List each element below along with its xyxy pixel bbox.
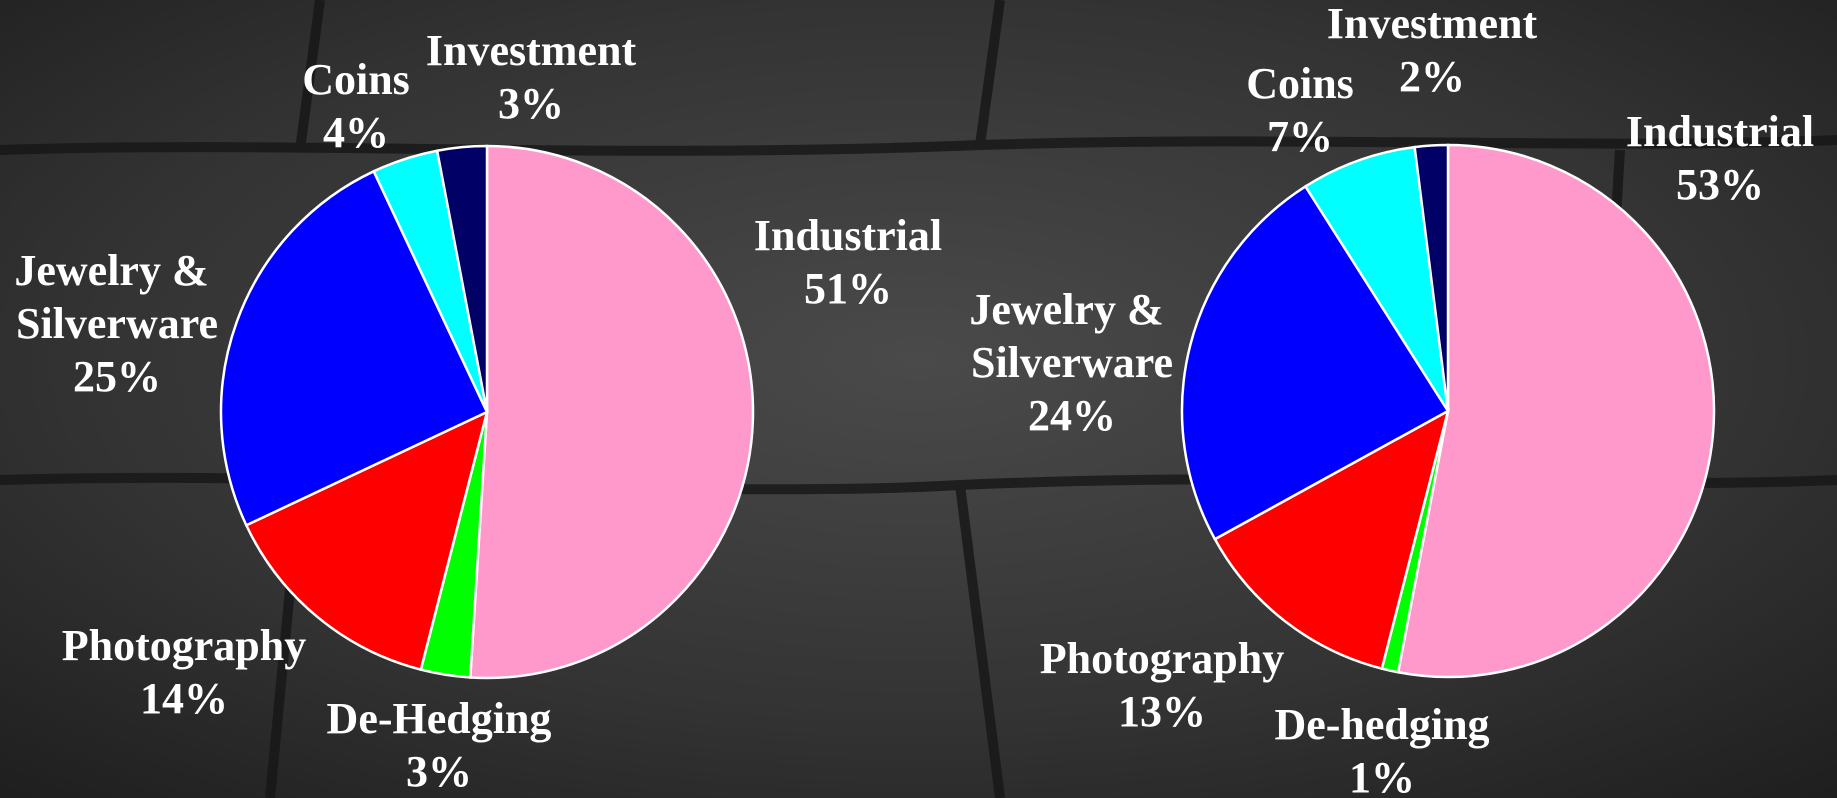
pie-slice xyxy=(468,144,755,680)
slice-value-label: 4% xyxy=(323,108,389,157)
slice-value-label: 14% xyxy=(140,674,228,723)
slice-label: Industrial xyxy=(1626,107,1814,156)
pie-slice xyxy=(1303,145,1450,412)
slice-value-label: 25% xyxy=(73,352,161,401)
pie-slice xyxy=(435,144,489,413)
slice-value-label: 13% xyxy=(1118,687,1206,736)
slice-value-label: 3% xyxy=(406,747,472,796)
slice-label: Coins xyxy=(302,55,410,104)
slice-value-label: 53% xyxy=(1676,160,1764,209)
pie-slice xyxy=(1180,184,1450,541)
slice-label: Investment xyxy=(426,26,637,75)
pie-slice xyxy=(1213,408,1450,671)
slice-label: Industrial xyxy=(754,211,942,260)
slice-label: Jewelry & Silverware xyxy=(14,246,219,348)
slice-value-label: 24% xyxy=(1028,391,1116,440)
slice-label: Photography xyxy=(62,621,306,670)
slice-value-label: 2% xyxy=(1399,52,1465,101)
slice-label: Photography xyxy=(1040,634,1284,683)
slice-value-label: 1% xyxy=(1349,753,1415,798)
slice-value-label: 3% xyxy=(498,79,564,128)
pie-slice xyxy=(1396,143,1716,679)
slice-value-label: 7% xyxy=(1267,112,1333,161)
pie-slice xyxy=(219,169,489,527)
slice-label: Jewelry & Silverware xyxy=(969,285,1174,387)
slice-label: De-Hedging xyxy=(327,694,552,743)
slice-value-label: 51% xyxy=(804,264,892,313)
pie-slice xyxy=(244,409,489,672)
slice-label: De-hedging xyxy=(1274,700,1489,749)
slice-label: Coins xyxy=(1246,59,1354,108)
pie-slice xyxy=(1413,143,1450,412)
slice-label: Investment xyxy=(1327,0,1538,48)
